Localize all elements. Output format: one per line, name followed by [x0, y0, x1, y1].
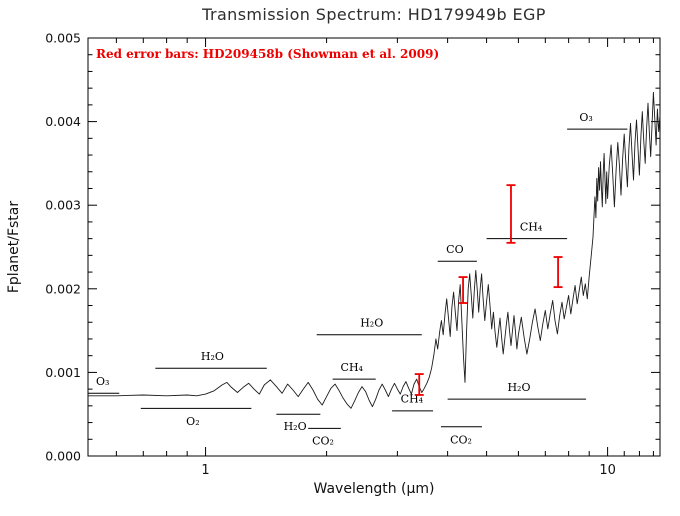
- plot-frame: [87, 37, 661, 457]
- band-label: O₂: [186, 415, 199, 428]
- band-label: H₂O: [284, 420, 307, 433]
- band-label: H₂O: [201, 350, 224, 363]
- x-tick-label: 10: [599, 463, 616, 478]
- y-tick-label: 0.001: [45, 365, 81, 380]
- band-label: CO₂: [312, 434, 334, 447]
- band-label: CO: [446, 243, 463, 256]
- band-label: H₂O: [507, 381, 530, 394]
- band-label: H₂O: [360, 317, 383, 330]
- x-axis-label: Wavelength (μm): [313, 481, 435, 497]
- band-label: CH₄: [520, 220, 543, 233]
- chart-title: Transmission Spectrum: HD179949b EGP: [202, 5, 546, 24]
- band-label: CH₄: [401, 393, 424, 406]
- band-label: O₃: [96, 375, 109, 388]
- y-tick-label: 0.003: [45, 198, 81, 213]
- y-tick-label: 0.005: [45, 31, 81, 46]
- spectrum-line: [87, 91, 661, 409]
- y-tick-label: 0.004: [45, 114, 81, 129]
- band-label: CO₂: [450, 434, 472, 447]
- band-label: CH₄: [341, 361, 364, 374]
- band-label: O₃: [579, 111, 592, 124]
- x-tick-label: 1: [201, 463, 209, 478]
- y-tick-label: 0.002: [45, 281, 81, 296]
- y-axis-label: Fplanet/Fstar: [6, 200, 22, 294]
- y-tick-label: 0.000: [45, 449, 81, 464]
- error-bar-legend-note: Red error bars: HD209458b (Showman et al…: [96, 47, 440, 61]
